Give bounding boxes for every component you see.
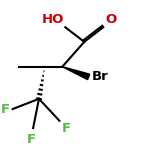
Text: F: F (1, 103, 10, 116)
Text: Br: Br (92, 70, 109, 83)
Text: F: F (62, 122, 71, 135)
Text: O: O (105, 13, 117, 26)
Text: HO: HO (41, 13, 64, 26)
Text: F: F (27, 133, 36, 146)
Polygon shape (62, 67, 90, 80)
